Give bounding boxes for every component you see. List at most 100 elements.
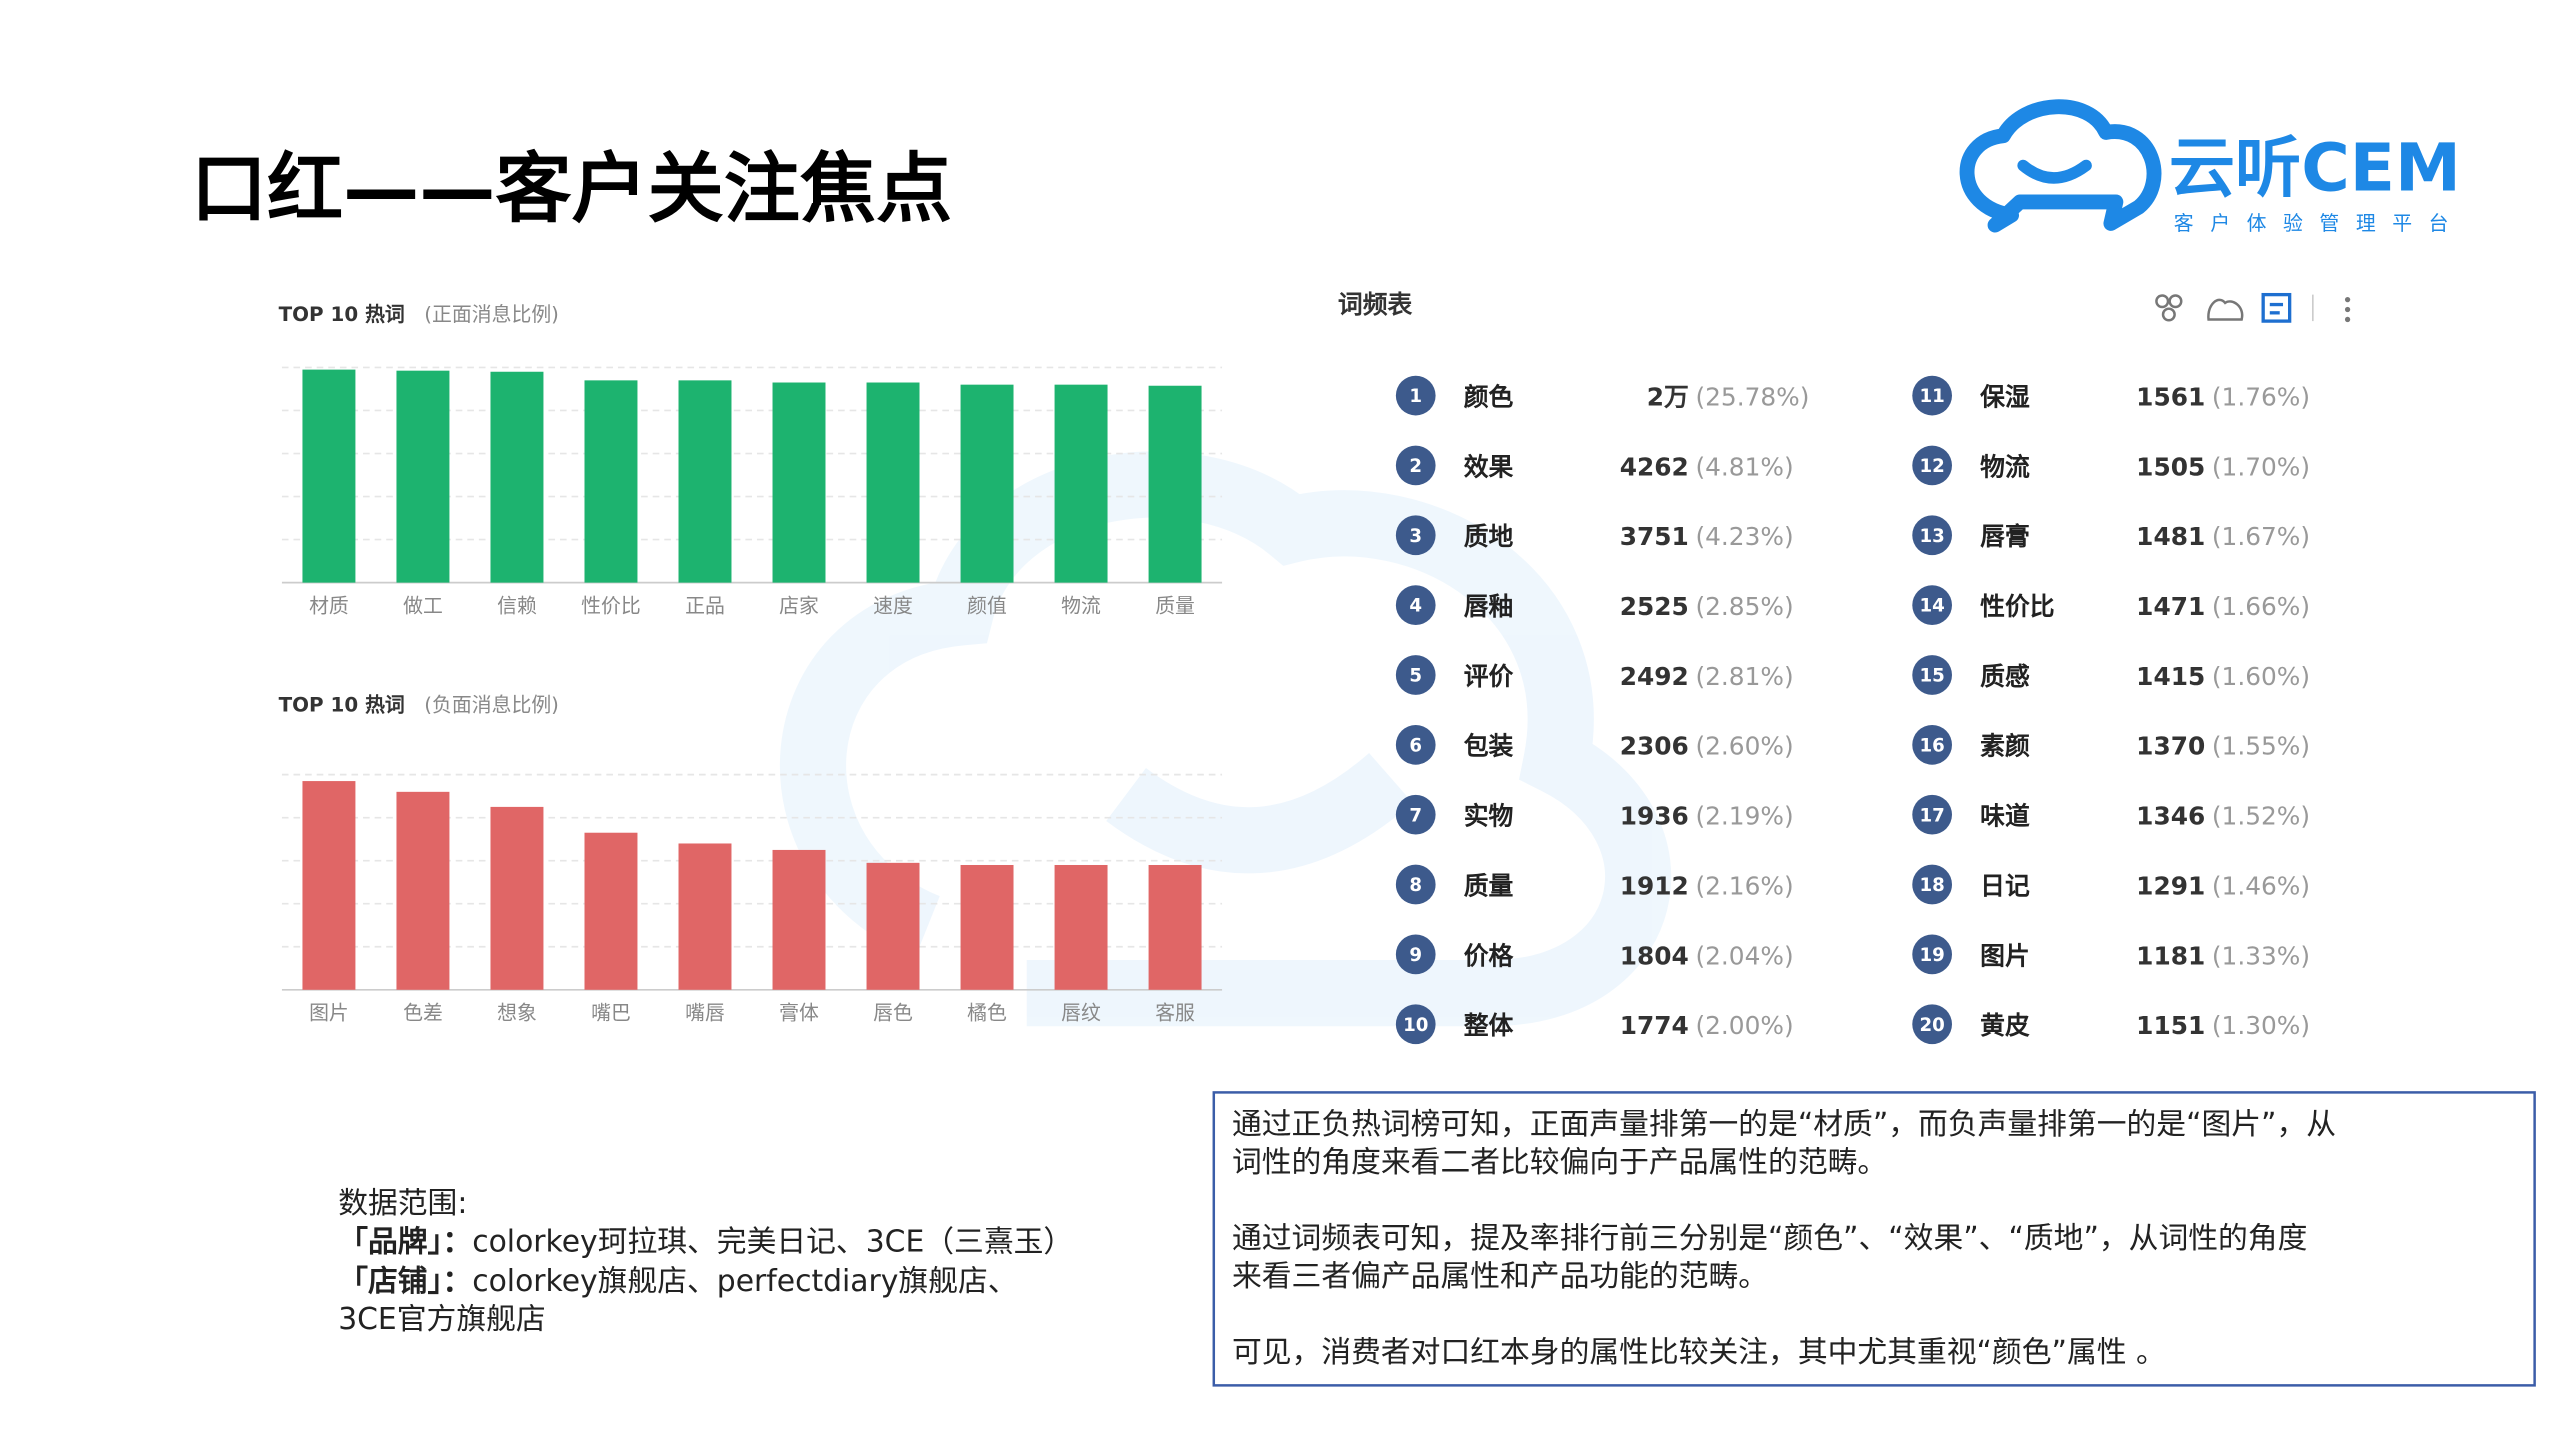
logo-tagline: 客户体验管理平台 [2174, 212, 2465, 235]
bar [678, 380, 732, 583]
word: 保湿 [1979, 383, 2030, 412]
rank: 20 [1919, 1015, 1944, 1036]
percent: (1.76%) [2212, 383, 2310, 412]
percent: (1.55%) [2212, 732, 2310, 761]
x-tick-label: 材质 [309, 594, 349, 617]
chart-title: TOP 10 热词 [279, 303, 405, 326]
x-tick-label: 唇色 [873, 1002, 913, 1025]
count: 2万 [1647, 383, 1689, 412]
summary-box [1212, 1091, 2536, 1387]
rank: 10 [1403, 1015, 1428, 1036]
count: 2525 [1620, 592, 1689, 621]
x-tick-label: 做工 [403, 594, 443, 617]
charts: TOP 10 热词 (正面消息比例) 材质 做工 信赖 性价比 正品 店家 速度 颜值 物流 质量 TO… [279, 303, 1223, 1025]
word: 质地 [1464, 522, 1514, 551]
count: 1912 [1620, 871, 1689, 900]
bar [396, 370, 450, 583]
percent: (2.85%) [1695, 592, 1793, 621]
bar [302, 781, 356, 990]
count: 1346 [2136, 802, 2205, 831]
count: 1181 [2136, 941, 2205, 970]
percent: (1.33%) [2212, 941, 2310, 970]
count: 1481 [2136, 522, 2205, 551]
bar [960, 384, 1014, 583]
rank: 19 [1919, 945, 1944, 966]
word: 质量 [1464, 871, 1514, 900]
summary-line: 可见，消费者对口红本身的属性比较关注，其中尤其重视“颜色”属性 。 [1232, 1335, 2166, 1370]
percent: (2.04%) [1695, 941, 1793, 970]
word: 整体 [1464, 1011, 1514, 1040]
scope-key: 「品牌」： [338, 1224, 472, 1259]
rank-badge [1395, 445, 1436, 486]
bar [584, 380, 638, 583]
rank-badge [1912, 655, 1952, 695]
rank-badge [1912, 724, 1952, 765]
x-tick-label: 物流 [1061, 594, 1101, 617]
word: 日记 [1980, 871, 2030, 900]
rank-badge [1395, 375, 1436, 416]
rank: 11 [1919, 386, 1944, 407]
bar [1148, 864, 1202, 990]
bar [1054, 384, 1108, 583]
count: 1151 [2136, 1011, 2205, 1040]
percent: (2.19%) [1695, 802, 1793, 831]
summary: 通过正负热词榜可知，正面声量排第一的是“材质”，而负声量排第一的是“图片”，从词… [1232, 1107, 2336, 1370]
rank: 2 [1409, 456, 1422, 477]
rank-badge [1912, 585, 1952, 625]
percent: (1.60%) [2212, 662, 2310, 691]
count: 1804 [1620, 941, 1689, 970]
rank: 6 [1409, 735, 1422, 756]
scope-label: 数据范围: [338, 1186, 467, 1221]
x-tick-label: 想象 [497, 1002, 537, 1025]
word: 包装 [1464, 732, 1514, 761]
rank: 1 [1409, 386, 1422, 407]
rank-badge [1395, 1004, 1436, 1045]
bar [490, 806, 544, 990]
x-tick-label: 速度 [873, 594, 913, 617]
x-tick-label: 图片 [309, 1002, 349, 1025]
bar [1054, 864, 1108, 990]
bar [866, 862, 920, 990]
bar [302, 369, 356, 583]
word: 实物 [1464, 802, 1514, 831]
percent: (4.23%) [1695, 522, 1793, 551]
rank: 16 [1919, 735, 1944, 756]
word: 效果 [1464, 452, 1514, 481]
rank: 17 [1919, 805, 1944, 826]
x-tick-label: 嘴巴 [591, 1002, 631, 1025]
percent: (2.60%) [1695, 732, 1793, 761]
chart-subtitle: (负面消息比例) [424, 694, 559, 717]
x-tick-label: 唇纹 [1061, 1002, 1101, 1025]
count: 1561 [2136, 383, 2205, 412]
rank: 5 [1409, 666, 1422, 687]
rank: 9 [1409, 945, 1422, 966]
word: 味道 [1980, 802, 2030, 831]
x-tick-label: 性价比 [581, 594, 641, 617]
rank-badge [1395, 585, 1436, 625]
word: 价格 [1464, 941, 1515, 970]
bar [1148, 385, 1202, 583]
rank-badge [1912, 934, 1952, 975]
bar [772, 382, 826, 583]
count: 2306 [1620, 732, 1689, 761]
summary-line: 通过词频表可知，提及率排行前三分别是“颜色”、“效果”、“质地”，从词性的角度 [1232, 1221, 2307, 1256]
page-title: 口红——客户关注焦点 [191, 144, 952, 233]
rank-badge [1912, 1004, 1952, 1045]
rank: 15 [1919, 666, 1944, 687]
rank-badge [1395, 794, 1436, 835]
percent: (1.30%) [2212, 1011, 2310, 1040]
logo-icon [1959, 99, 2162, 233]
bar [584, 832, 638, 990]
rank-badge [1912, 864, 1952, 905]
rank-badge [1395, 515, 1436, 556]
rank-badge [1395, 724, 1436, 765]
scope-line: 3CE官方旗舰店 [338, 1302, 545, 1337]
x-tick-label: 颜值 [967, 594, 1007, 617]
bar [960, 864, 1014, 990]
logo: 云听CEM 客户体验管理平台 [1959, 99, 2465, 235]
rank-badge [1395, 934, 1436, 975]
word: 性价比 [1980, 592, 2054, 621]
word: 黄皮 [1980, 1011, 2030, 1040]
bar [772, 849, 826, 990]
